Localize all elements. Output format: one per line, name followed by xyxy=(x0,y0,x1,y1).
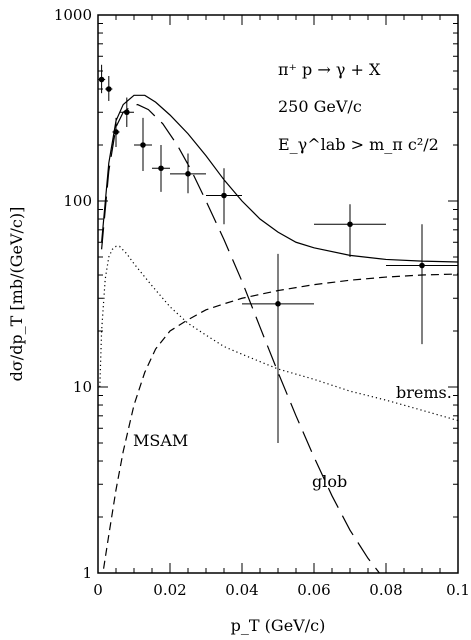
point-marker xyxy=(221,192,227,199)
data-point xyxy=(119,97,134,127)
energy-cut-annotation: E_γ^lab > m_π c²/2 xyxy=(278,135,439,154)
axis-ticks xyxy=(97,15,459,574)
x-tick-label: 0.1 xyxy=(446,581,470,599)
x-tick-label: 0.06 xyxy=(297,581,330,599)
beam-energy-annotation: 250 GeV/c xyxy=(278,97,362,116)
y-tick-label: 1000 xyxy=(54,6,92,24)
y-tick-label: 100 xyxy=(63,192,92,210)
point-marker xyxy=(106,86,112,92)
y-tick-label: 1 xyxy=(82,564,92,582)
point-marker xyxy=(124,109,130,116)
data-point xyxy=(98,64,106,94)
curve-total xyxy=(101,94,458,263)
point-marker xyxy=(158,165,164,172)
x-tick-label: 0.02 xyxy=(153,581,186,599)
curve-label-brems: brems. xyxy=(396,383,452,402)
data-point xyxy=(152,145,170,192)
y-tick-label: 10 xyxy=(73,378,92,396)
data-points xyxy=(98,64,458,443)
x-axis-label: p_T (GeV/c) xyxy=(231,616,326,635)
y-axis-label: dσ/dp_T [mb/(GeV/c)] xyxy=(7,207,26,382)
x-tick-label: 0.04 xyxy=(225,581,258,599)
reaction-annotation: π⁺ p → γ + X xyxy=(278,60,381,79)
data-point xyxy=(134,117,152,171)
point-marker xyxy=(140,142,146,148)
curve-msam xyxy=(102,273,458,573)
curve-glob xyxy=(101,103,381,573)
point-marker xyxy=(98,76,105,83)
point-marker xyxy=(275,301,281,307)
curve-label-msam: MSAM xyxy=(133,431,188,450)
point-marker xyxy=(113,129,119,135)
data-point xyxy=(105,75,113,101)
x-tick-label: 0.08 xyxy=(369,581,402,599)
data-point xyxy=(242,253,314,443)
data-point xyxy=(206,168,242,225)
data-point xyxy=(314,204,386,257)
data-point xyxy=(170,153,206,194)
y-tick-labels: 1 10 100 1000 xyxy=(54,6,92,582)
curve-label-glob: glob xyxy=(312,472,347,491)
x-tick-labels: 0 0.02 0.04 0.06 0.08 0.1 xyxy=(93,581,470,599)
data-point xyxy=(112,117,120,148)
point-marker xyxy=(419,262,425,269)
point-marker xyxy=(347,221,353,228)
x-tick-label: 0 xyxy=(93,581,103,599)
data-point xyxy=(386,224,458,345)
point-marker xyxy=(185,171,191,177)
